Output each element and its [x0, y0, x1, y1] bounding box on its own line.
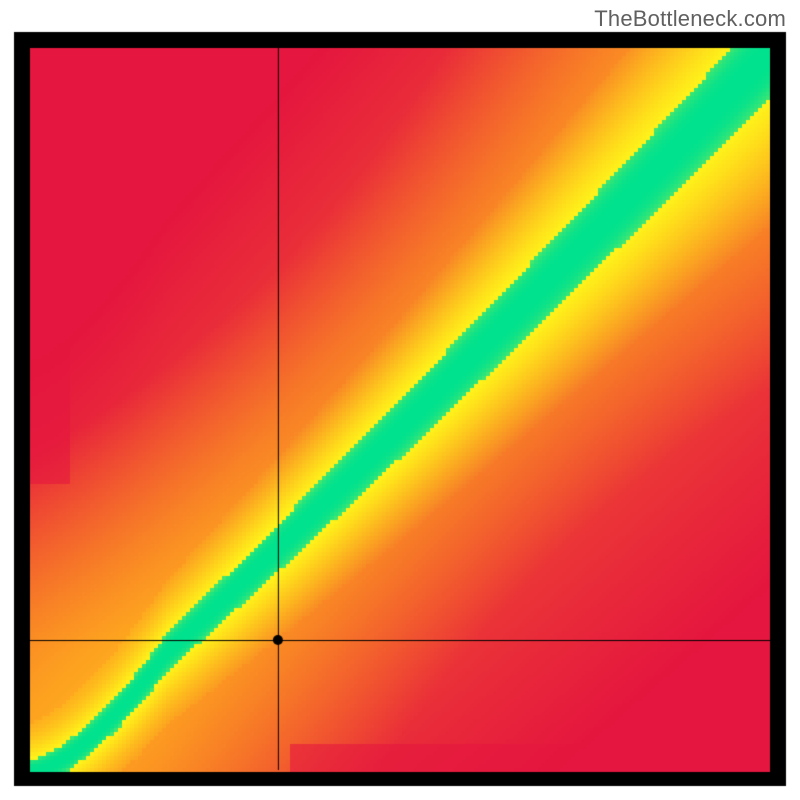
bottleneck-heatmap — [0, 0, 800, 800]
chart-container: TheBottleneck.com — [0, 0, 800, 800]
watermark-text: TheBottleneck.com — [594, 6, 786, 32]
